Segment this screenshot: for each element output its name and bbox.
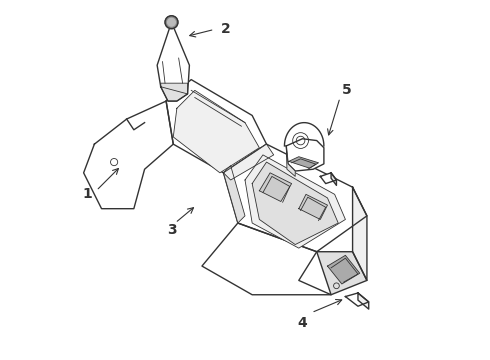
Polygon shape	[252, 162, 338, 244]
Polygon shape	[202, 223, 331, 295]
Polygon shape	[223, 144, 367, 252]
Polygon shape	[173, 90, 259, 173]
Polygon shape	[327, 255, 360, 284]
Text: 4: 4	[297, 316, 307, 330]
Polygon shape	[161, 83, 188, 101]
Text: 1: 1	[82, 187, 92, 201]
Text: 5: 5	[343, 84, 352, 97]
Polygon shape	[358, 293, 368, 309]
Polygon shape	[353, 187, 367, 280]
Polygon shape	[245, 155, 345, 248]
Polygon shape	[84, 101, 173, 209]
Polygon shape	[345, 293, 368, 306]
Circle shape	[165, 16, 178, 29]
Polygon shape	[299, 194, 327, 220]
Circle shape	[168, 18, 175, 26]
Polygon shape	[223, 166, 245, 223]
Polygon shape	[223, 144, 274, 180]
Polygon shape	[289, 157, 318, 168]
Polygon shape	[157, 22, 190, 101]
Text: 2: 2	[220, 22, 230, 36]
Polygon shape	[299, 252, 367, 295]
Polygon shape	[320, 173, 337, 184]
Polygon shape	[286, 139, 324, 171]
Polygon shape	[286, 146, 295, 176]
Polygon shape	[331, 173, 337, 185]
Text: 3: 3	[167, 223, 176, 237]
Polygon shape	[259, 173, 292, 202]
Polygon shape	[166, 80, 267, 173]
